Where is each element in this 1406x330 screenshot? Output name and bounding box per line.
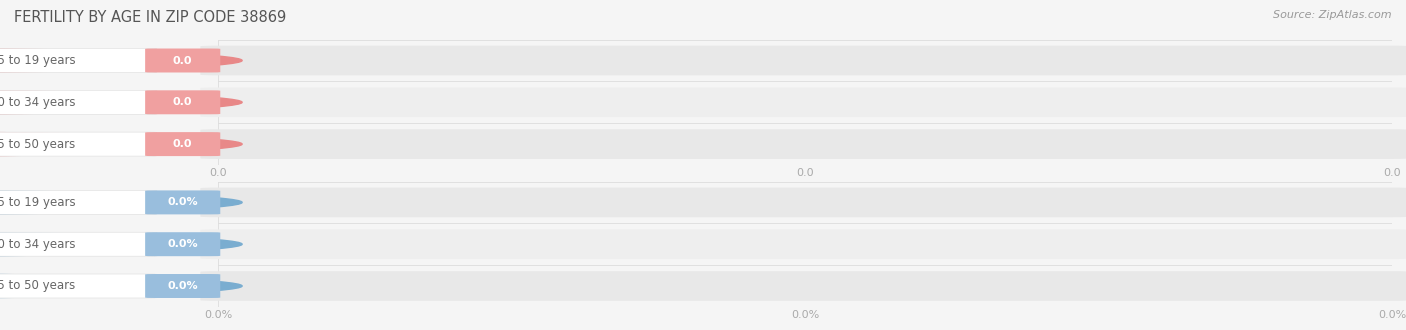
FancyBboxPatch shape — [0, 49, 157, 73]
Text: 15 to 19 years: 15 to 19 years — [0, 54, 76, 67]
FancyBboxPatch shape — [200, 271, 1406, 301]
FancyBboxPatch shape — [200, 229, 1406, 259]
Text: 0.0: 0.0 — [173, 55, 193, 65]
Text: 0.0%: 0.0% — [167, 281, 198, 291]
FancyBboxPatch shape — [0, 232, 157, 256]
Circle shape — [0, 190, 242, 215]
Circle shape — [0, 49, 242, 73]
Circle shape — [0, 132, 242, 156]
FancyBboxPatch shape — [145, 190, 221, 215]
FancyBboxPatch shape — [0, 90, 157, 114]
Text: 35 to 50 years: 35 to 50 years — [0, 280, 76, 292]
FancyBboxPatch shape — [0, 274, 157, 298]
FancyBboxPatch shape — [145, 274, 221, 298]
FancyBboxPatch shape — [145, 132, 221, 156]
Text: 0.0: 0.0 — [173, 97, 193, 107]
Text: 0.0: 0.0 — [173, 139, 193, 149]
Text: 0.0%: 0.0% — [167, 239, 198, 249]
Circle shape — [0, 232, 242, 256]
FancyBboxPatch shape — [145, 90, 221, 114]
Text: 15 to 19 years: 15 to 19 years — [0, 196, 76, 209]
FancyBboxPatch shape — [0, 132, 157, 156]
FancyBboxPatch shape — [145, 232, 221, 256]
Circle shape — [0, 274, 242, 298]
FancyBboxPatch shape — [0, 190, 157, 215]
FancyBboxPatch shape — [200, 46, 1406, 75]
Text: 0.0%: 0.0% — [167, 197, 198, 207]
FancyBboxPatch shape — [200, 129, 1406, 159]
Text: 35 to 50 years: 35 to 50 years — [0, 138, 76, 150]
Circle shape — [0, 90, 242, 114]
FancyBboxPatch shape — [200, 87, 1406, 117]
FancyBboxPatch shape — [200, 187, 1406, 217]
Text: 20 to 34 years: 20 to 34 years — [0, 96, 76, 109]
FancyBboxPatch shape — [145, 49, 221, 73]
Text: Source: ZipAtlas.com: Source: ZipAtlas.com — [1274, 10, 1392, 20]
Text: 20 to 34 years: 20 to 34 years — [0, 238, 76, 251]
Text: FERTILITY BY AGE IN ZIP CODE 38869: FERTILITY BY AGE IN ZIP CODE 38869 — [14, 10, 287, 25]
